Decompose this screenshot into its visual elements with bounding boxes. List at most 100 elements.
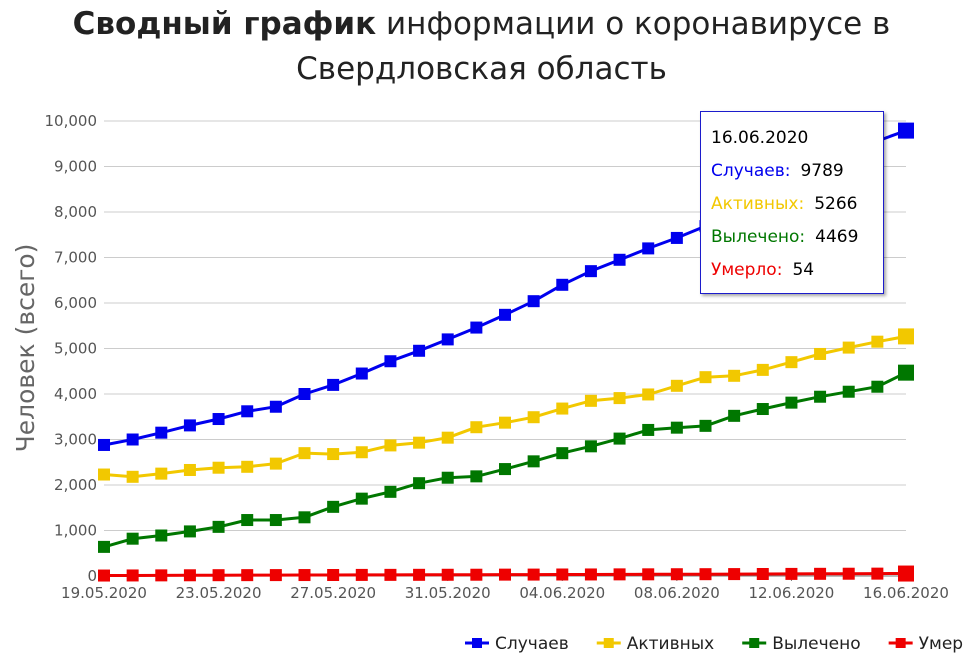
tooltip-row-cases: Случаев: 9789 xyxy=(711,158,883,191)
data-point xyxy=(269,514,282,527)
data-point xyxy=(183,463,196,476)
data-point xyxy=(642,388,655,401)
tooltip-row-died: Умерло: 54 xyxy=(711,257,883,290)
y-tick-label: 5,000 xyxy=(54,340,97,358)
data-point xyxy=(642,423,655,436)
data-point xyxy=(212,413,225,426)
data-point xyxy=(699,419,712,432)
data-point xyxy=(327,500,340,513)
data-point xyxy=(898,364,914,381)
data-point xyxy=(499,568,511,581)
data-point xyxy=(212,569,225,582)
data-point xyxy=(384,439,397,452)
data-point xyxy=(298,569,311,582)
data-point xyxy=(413,568,426,581)
y-tick-label: 7,000 xyxy=(54,249,97,267)
data-point xyxy=(384,485,397,498)
tooltip-label: Активных: xyxy=(711,194,805,214)
data-point xyxy=(814,567,827,580)
y-tick-labels: 0 1,000 2,000 3,000 4,000 5,000 6,000 7,000 8,00… xyxy=(45,112,98,585)
data-point xyxy=(183,419,196,432)
data-point xyxy=(670,568,683,581)
data-point xyxy=(126,532,139,545)
data-point xyxy=(556,447,569,460)
x-tick-label: 08.06.2020 xyxy=(634,584,720,602)
tooltip: 16.06.2020 Случаев: 9789 Активных: 5266 Вы… xyxy=(700,111,884,294)
legend[interactable]: Случаев Активных Вылечено Умерло xyxy=(465,634,963,654)
tooltip-value: 5266 xyxy=(814,194,858,214)
series-recovered xyxy=(98,364,914,553)
legend-marker xyxy=(749,638,760,648)
data-point xyxy=(355,446,368,459)
legend-item-died[interactable]: Умерло xyxy=(888,634,963,654)
data-point xyxy=(728,409,741,422)
data-point xyxy=(842,567,855,580)
data-point xyxy=(384,355,397,368)
tooltip-value: 4469 xyxy=(815,227,859,247)
data-point xyxy=(155,426,168,439)
data-point xyxy=(670,231,683,244)
data-point xyxy=(441,333,454,346)
data-point xyxy=(355,492,368,505)
data-point xyxy=(613,253,626,266)
x-axis: 19.05.2020 23.05.2020 27.05.2020 31.05.2020… xyxy=(61,576,949,602)
data-point xyxy=(98,468,110,481)
data-point xyxy=(527,568,540,581)
chart-title-line2: Свердловская область xyxy=(296,51,667,87)
data-point xyxy=(814,390,827,403)
legend-marker xyxy=(603,638,614,648)
data-point xyxy=(241,569,254,582)
data-point xyxy=(470,470,483,483)
data-point xyxy=(556,402,569,415)
data-point xyxy=(155,569,168,582)
data-point xyxy=(499,463,511,476)
y-tick-label: 6,000 xyxy=(54,294,97,312)
tooltip-row-recovered: Вылечено: 4469 xyxy=(711,224,883,257)
data-point xyxy=(355,568,368,581)
grid xyxy=(104,120,906,577)
data-point xyxy=(241,514,254,527)
tooltip-value: 9789 xyxy=(800,161,844,181)
legend-label: Случаев xyxy=(495,634,569,654)
data-point xyxy=(842,341,855,354)
data-point xyxy=(728,369,741,382)
y-tick-label: 8,000 xyxy=(54,203,97,221)
legend-item-cases[interactable]: Случаев xyxy=(465,634,569,654)
data-point xyxy=(327,378,340,391)
data-point xyxy=(785,356,798,369)
legend-item-recovered[interactable]: Вылечено xyxy=(742,634,861,654)
data-point xyxy=(584,568,597,581)
data-point xyxy=(384,568,397,581)
data-point xyxy=(556,568,569,581)
y-tick-label: 9,000 xyxy=(54,158,97,176)
x-tick-label: 04.06.2020 xyxy=(519,584,605,602)
data-point xyxy=(98,569,110,582)
tooltip-row-active: Активных: 5266 xyxy=(711,191,883,224)
data-point xyxy=(785,396,798,409)
data-point xyxy=(898,122,914,139)
data-point xyxy=(584,265,597,278)
data-point xyxy=(126,569,139,582)
y-tick-label: 2,000 xyxy=(54,476,97,494)
series-group xyxy=(98,122,914,582)
data-point xyxy=(269,569,282,582)
series-died xyxy=(98,565,914,582)
data-point xyxy=(269,400,282,413)
legend-item-active[interactable]: Активных xyxy=(596,634,714,654)
data-point xyxy=(642,242,655,255)
data-point xyxy=(670,379,683,392)
data-point xyxy=(413,344,426,357)
data-point xyxy=(327,568,340,581)
data-point xyxy=(98,540,110,553)
data-point xyxy=(699,371,712,384)
data-point xyxy=(871,380,884,393)
data-point xyxy=(470,321,483,334)
data-point xyxy=(98,438,110,451)
y-tick-label: 4,000 xyxy=(54,385,97,403)
data-point xyxy=(756,363,769,376)
tooltip-label: Вылечено: xyxy=(711,227,806,247)
data-point xyxy=(212,520,225,533)
data-point xyxy=(584,440,597,453)
data-point xyxy=(499,308,511,321)
